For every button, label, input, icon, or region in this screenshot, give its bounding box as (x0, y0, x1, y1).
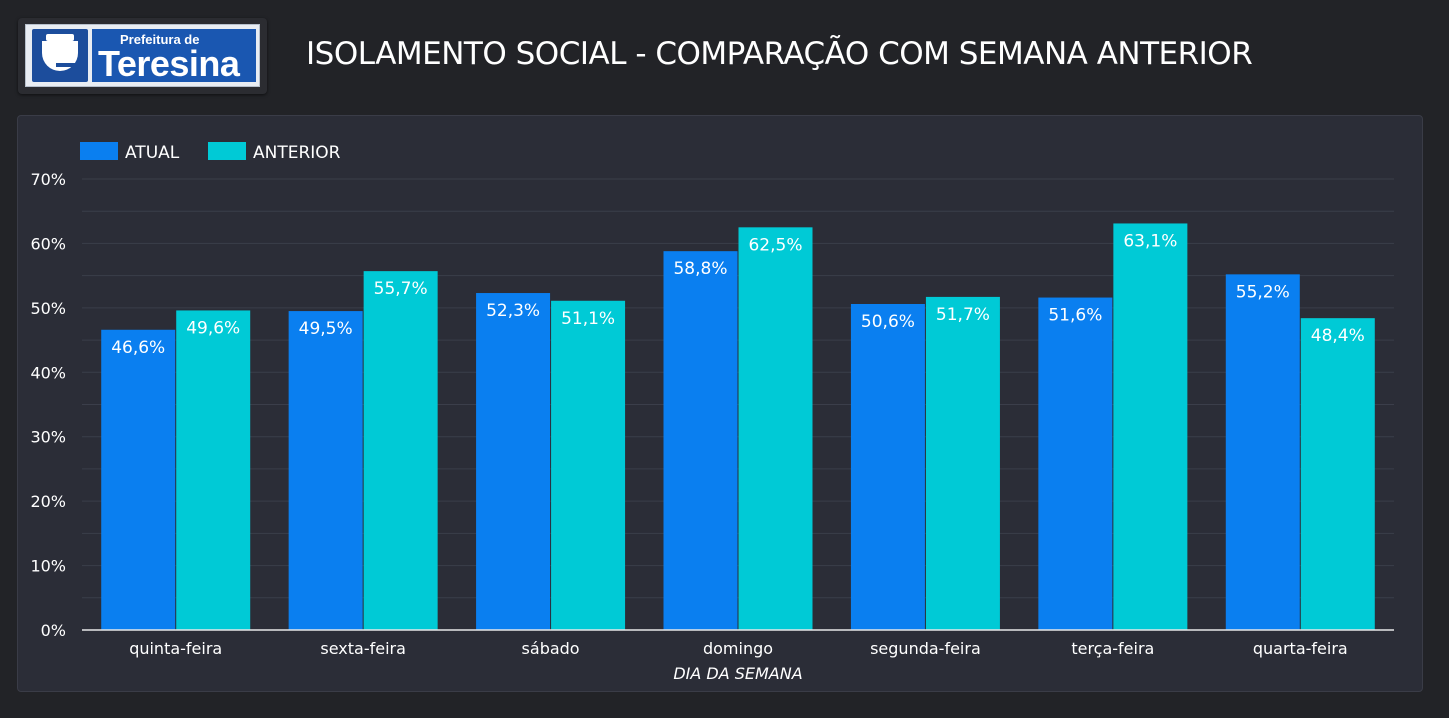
bar-atual (476, 293, 551, 630)
logo-frame: Prefeitura de Teresina (25, 24, 260, 87)
data-label: 49,6% (186, 318, 240, 338)
bar-atual (850, 303, 925, 630)
data-label: 50,6% (861, 312, 915, 332)
bar-anterior (363, 271, 438, 630)
legend-label-atual: ATUAL (125, 143, 180, 163)
y-tick-label: 0% (41, 621, 66, 640)
data-label: 58,8% (673, 259, 727, 279)
legend-swatch-atual (80, 142, 118, 160)
logo-small-text: Prefeitura de (120, 32, 200, 47)
bar-atual (101, 329, 176, 630)
logo-brand: Prefeitura de Teresina (92, 29, 256, 84)
bar-anterior (738, 227, 813, 631)
y-tick-label: 20% (30, 492, 66, 511)
data-label: 46,6% (111, 338, 165, 358)
bar-atual (1038, 297, 1113, 630)
bar-anterior (1300, 318, 1375, 630)
data-label: 51,6% (1048, 306, 1102, 326)
x-tick-label: quarta-feira (1253, 639, 1348, 658)
x-tick-label: sábado (522, 639, 580, 658)
bar-atual (663, 251, 738, 630)
y-tick-label: 40% (30, 363, 66, 382)
x-tick-label: segunda-feira (870, 639, 981, 658)
legend-swatch-anterior (208, 142, 246, 160)
crest-icon (32, 29, 88, 82)
x-tick-label: terça-feira (1071, 639, 1154, 658)
bar-anterior (1113, 223, 1188, 630)
legend-label-anterior: ANTERIOR (253, 143, 341, 163)
y-tick-label: 30% (30, 428, 66, 447)
logo: Prefeitura de Teresina (18, 18, 267, 94)
bar-anterior (551, 300, 626, 630)
data-label: 52,3% (486, 301, 540, 321)
y-tick-label: 60% (30, 234, 66, 253)
data-label: 63,1% (1123, 231, 1177, 251)
data-label: 51,7% (936, 305, 990, 325)
y-tick-label: 50% (30, 299, 66, 318)
y-tick-label: 10% (30, 557, 66, 576)
page-title: ISOLAMENTO SOCIAL - COMPARAÇÃO COM SEMAN… (306, 36, 1253, 72)
data-label: 55,2% (1236, 282, 1290, 302)
bar-anterior (925, 296, 1000, 630)
x-axis-title: DIA DA SEMANA (673, 664, 802, 683)
x-tick-label: sexta-feira (320, 639, 406, 658)
data-label: 49,5% (299, 319, 353, 339)
data-label: 55,7% (374, 279, 428, 299)
bar-chart: 0% 10% 20% 30% 40% 50% 60% 70% 46,6% 49,6% quinta-… (30, 142, 1394, 683)
x-tick-label: domingo (703, 639, 773, 658)
y-tick-label: 70% (30, 170, 66, 189)
bar-atual (1225, 274, 1300, 630)
bar-atual (288, 311, 363, 630)
logo-big-text: Teresina (98, 43, 240, 84)
data-label: 62,5% (748, 235, 802, 255)
data-label: 51,1% (561, 309, 615, 329)
data-label: 48,4% (1311, 326, 1365, 346)
chart-panel: 0% 10% 20% 30% 40% 50% 60% 70% 46,6% 49,6% quinta-… (17, 115, 1423, 692)
bar-anterior (176, 310, 251, 630)
x-tick-label: quinta-feira (129, 639, 222, 658)
